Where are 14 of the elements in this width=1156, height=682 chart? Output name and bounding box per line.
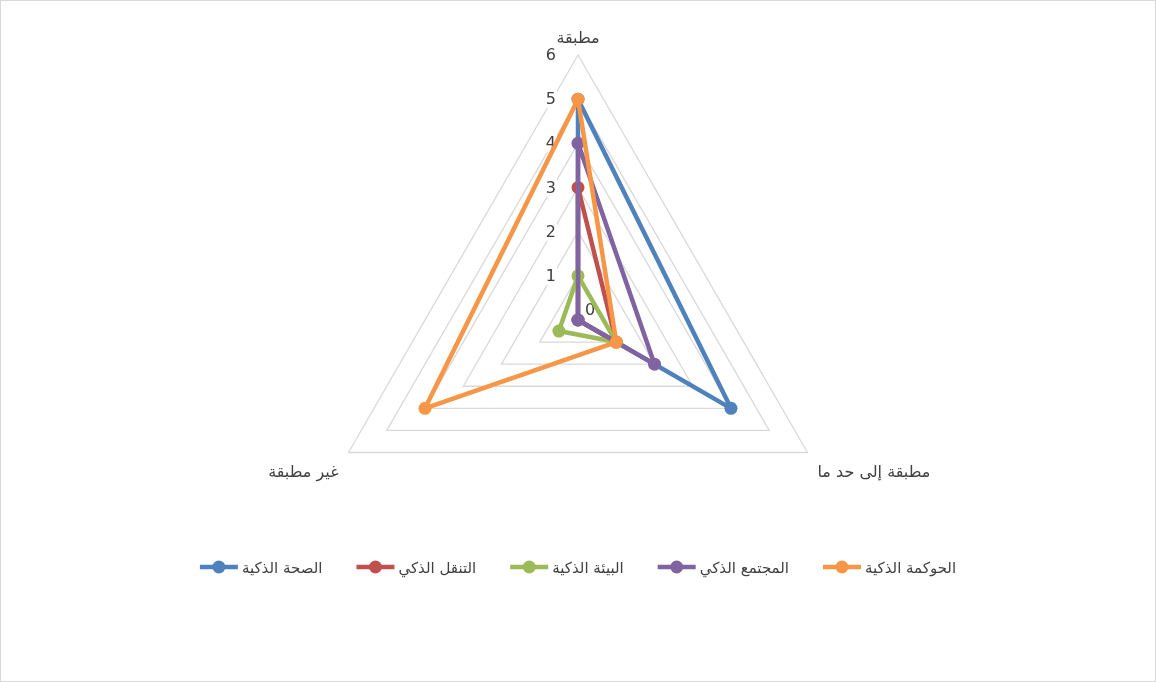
legend-label: المجتمع الذكي [699, 559, 789, 578]
legend-label: البيئة الذكية [552, 559, 624, 577]
y-tick-label: 2 [545, 221, 556, 241]
legend-label: التنقل الذكي [398, 559, 477, 578]
y-tick-label: 3 [545, 177, 556, 197]
spoke-label: مطبقة [556, 28, 600, 47]
legend-label: الحوكمة الذكية [864, 559, 957, 577]
y-tick-label: 5 [545, 89, 556, 109]
spoke-label: غير مطبقة [268, 461, 339, 482]
y-tick-label: 6 [545, 45, 556, 64]
legend-label: الصحة الذكية [241, 559, 323, 577]
y-tick-label: 1 [545, 265, 556, 285]
y-tick-label: 0 [585, 300, 596, 319]
spoke-label: مطبقة إلى حد ما [817, 461, 931, 481]
